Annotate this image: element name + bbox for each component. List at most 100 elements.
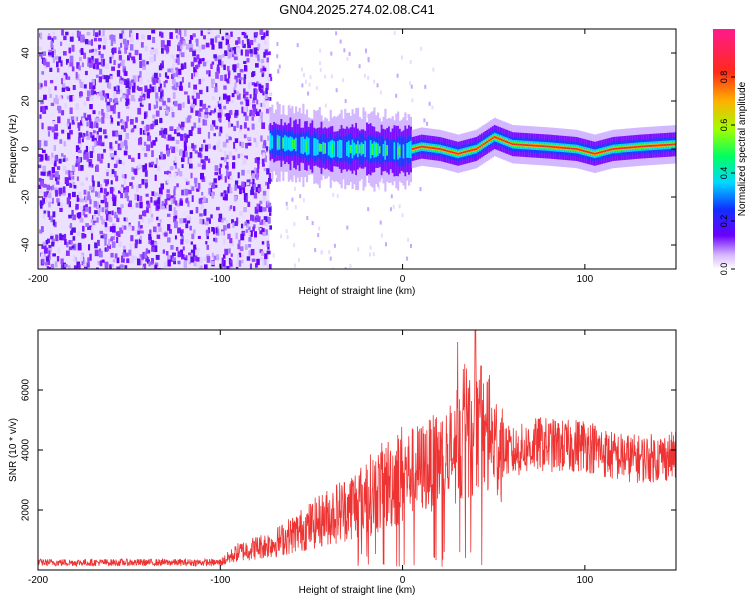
noise-cell (83, 153, 88, 160)
ridge-cell (424, 146, 427, 148)
noise-cell (220, 266, 223, 269)
noise-cell (163, 80, 166, 88)
noise-cell (249, 214, 253, 221)
noise-cell (93, 37, 98, 42)
ridge-cell (510, 142, 513, 145)
noise-cell (255, 186, 260, 193)
noise-cell (186, 197, 189, 204)
noise-cell (220, 192, 224, 197)
noise-cell (251, 173, 256, 180)
noise-cell (243, 32, 247, 39)
noise-cell (159, 106, 162, 111)
noise-cell (60, 60, 63, 67)
ridge-cell (417, 146, 420, 149)
ridge-cell (386, 145, 389, 156)
noise-cell (185, 137, 189, 143)
noise-cell (47, 33, 51, 39)
ridge-cell (635, 146, 639, 148)
noise-cell (189, 152, 193, 159)
noise-cell (223, 64, 226, 71)
noise-cell (109, 142, 113, 149)
x-tick-label: -100 (210, 274, 230, 285)
noise-cell (265, 30, 269, 37)
noise-cell (139, 201, 143, 209)
noise-cell (95, 164, 99, 172)
noise-cell (150, 263, 155, 269)
noise-cell (164, 72, 168, 78)
noise-cell (167, 97, 171, 103)
noise-cell (96, 135, 99, 139)
ridge-cell (595, 152, 598, 155)
noise-cell (268, 107, 273, 113)
noise-cell (125, 101, 128, 106)
noise-cell (184, 188, 189, 196)
noise-cell (141, 120, 145, 125)
noise-cell (158, 193, 162, 198)
noise-cell (234, 82, 237, 88)
noise-cell (216, 254, 220, 261)
noise-cell (196, 54, 200, 60)
noise-cell (103, 179, 107, 183)
noise-cell (255, 63, 259, 68)
noise-cell (153, 245, 158, 253)
noise-cell (98, 248, 102, 252)
spectrogram-x-axis-label: Height of straight line (km) (299, 286, 416, 297)
noise-cell (188, 82, 191, 88)
noise-cell (117, 231, 121, 237)
ridge-cell (387, 139, 391, 162)
ridge-cell (477, 146, 480, 149)
noise-cell (133, 242, 136, 250)
noise-cell (211, 252, 214, 258)
noise-cell (122, 252, 126, 258)
noise-cell (145, 248, 149, 254)
noise-cell (245, 91, 249, 96)
noise-cell (76, 194, 80, 202)
noise-cell (46, 191, 50, 195)
noise-cell (77, 242, 82, 247)
noise-cell (193, 84, 198, 90)
noise-cell (71, 245, 75, 249)
noise-cell (175, 58, 179, 64)
noise-cell (230, 205, 233, 210)
noise-cell (199, 265, 203, 269)
noise-cell (42, 212, 46, 219)
ridge-cell (601, 151, 604, 153)
noise-cell (227, 43, 231, 50)
colorbar-tick-label: 0.0 (719, 263, 729, 276)
noise-cell (138, 214, 143, 220)
ridge-cell (610, 148, 613, 151)
ridge-cell (645, 145, 648, 148)
noise-cell (89, 104, 93, 110)
noise-cell (193, 185, 198, 192)
noise-cell (171, 146, 176, 153)
noise-cell (137, 221, 141, 228)
noise-cell (193, 144, 197, 149)
noise-cell (174, 235, 177, 240)
noise-cell (198, 198, 203, 204)
noise-cell (114, 150, 117, 156)
noise-cell (40, 154, 44, 161)
spectrogram-y-axis-label: Frequency (Hz) (8, 115, 19, 184)
noise-cell (177, 44, 181, 52)
noise-cell (129, 118, 134, 125)
noise-cell (121, 77, 124, 82)
noise-cell (166, 178, 170, 184)
noise-cell (237, 172, 240, 179)
noise-cell (213, 237, 217, 242)
noise-cell (158, 87, 163, 92)
noise-cell (138, 87, 143, 91)
noise-cell (136, 230, 140, 235)
ridge-cell (528, 144, 531, 147)
noise-cell (193, 262, 197, 267)
noise-cell (123, 225, 127, 230)
ridge-cell (300, 136, 303, 154)
noise-cell (129, 260, 134, 264)
noise-cell (166, 196, 171, 201)
noise-cell (69, 222, 73, 229)
noise-cell (207, 107, 211, 113)
noise-cell (222, 254, 226, 259)
noise-cell (127, 55, 130, 61)
ridge-cell (497, 137, 500, 140)
ridge-cell (641, 145, 644, 148)
noise-cell (301, 67, 304, 72)
